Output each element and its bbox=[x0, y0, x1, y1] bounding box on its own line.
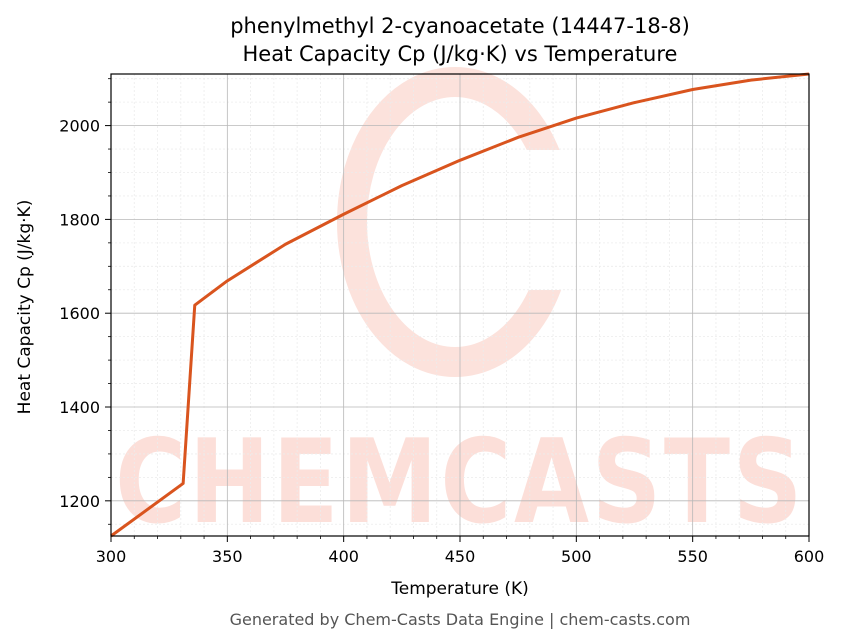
watermark-text: CHEMCASTS bbox=[115, 415, 805, 550]
watermark-c-logo bbox=[337, 67, 585, 377]
x-tick-label: 600 bbox=[794, 547, 825, 566]
x-tick-label: 450 bbox=[445, 547, 476, 566]
x-tick-label: 400 bbox=[328, 547, 359, 566]
chart-subtitle: Heat Capacity Cp (J/kg·K) vs Temperature bbox=[243, 42, 678, 66]
y-axis-label: Heat Capacity Cp (J/kg·K) bbox=[15, 200, 35, 415]
x-tick-label: 550 bbox=[677, 547, 708, 566]
x-tick-label: 300 bbox=[96, 547, 127, 566]
y-tick-label: 1800 bbox=[59, 210, 100, 229]
chart-title: phenylmethyl 2-cyanoacetate (14447-18-8) bbox=[230, 14, 690, 38]
y-tick-label: 1600 bbox=[59, 304, 100, 323]
y-tick-label: 2000 bbox=[59, 117, 100, 136]
chemcasts-watermark: CHEMCASTS bbox=[115, 67, 805, 550]
series-line bbox=[110, 72, 810, 538]
x-tick-label: 350 bbox=[212, 547, 243, 566]
series-layer bbox=[110, 72, 810, 538]
axis-ticks: 300 350 400 450 500 550 600 1200 1400 1600 1800 200… bbox=[59, 78, 825, 566]
y-tick-label: 1200 bbox=[59, 492, 100, 511]
x-axis-label: Temperature (K) bbox=[390, 579, 529, 599]
footer-credit: Generated by Chem-Casts Data Engine | ch… bbox=[230, 610, 691, 629]
x-tick-label: 500 bbox=[561, 547, 592, 566]
y-tick-label: 1400 bbox=[59, 398, 100, 417]
